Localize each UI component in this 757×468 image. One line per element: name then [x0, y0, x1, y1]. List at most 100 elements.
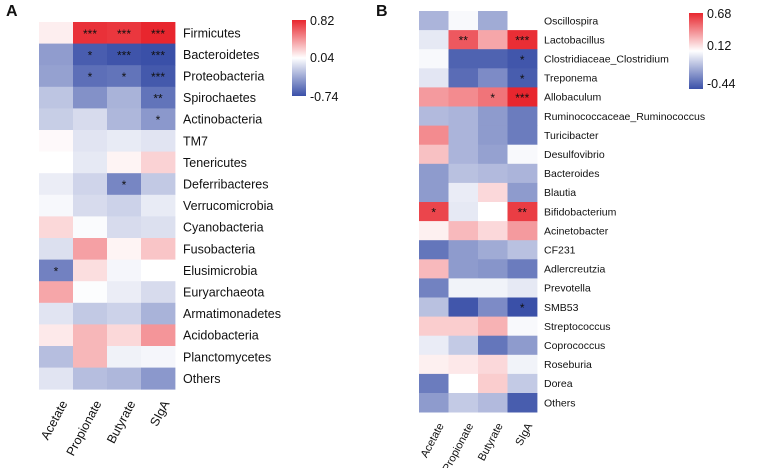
significance-marker: *: [54, 264, 59, 278]
heatmap-cell: [507, 221, 538, 241]
row-label: Bacteroidetes: [183, 48, 259, 62]
heatmap-cell: [448, 68, 479, 88]
row-label: Fusobacteria: [183, 242, 255, 256]
row-label: Acinetobacter: [544, 225, 609, 237]
row-label: Others: [183, 372, 221, 386]
heatmap-cell: [39, 324, 74, 347]
significance-marker: **: [153, 92, 163, 106]
heatmap-cell: [107, 324, 142, 347]
heatmap-cell: [107, 194, 142, 217]
row-label: CF231: [544, 245, 576, 257]
heatmap-cell: [141, 346, 176, 368]
heatmap-cell: [478, 316, 508, 337]
heatmap-cell: [507, 259, 538, 279]
heatmap-cell: [73, 130, 108, 152]
heatmap-cell: [507, 30, 538, 50]
heatmap-cell: [73, 281, 108, 304]
row-label: Bifidobacterium: [544, 206, 617, 218]
heatmap-cell: [507, 144, 538, 165]
row-labels: Firmicutes Bacteroidetes Proteobacteria Spi…: [183, 26, 281, 386]
heatmap-cell: [39, 216, 74, 239]
heatmap-cell: [73, 86, 108, 109]
heatmap-cell: [507, 49, 538, 69]
significance-marker: ***: [117, 48, 131, 62]
heatmap-cell: [107, 173, 142, 196]
heatmap-cell: [448, 335, 479, 356]
heatmap-cell: [39, 302, 74, 325]
heatmap-cell: [448, 259, 479, 279]
heatmap-cell: [507, 373, 538, 394]
heatmap-cell: [419, 163, 449, 184]
heatmap-cell: [73, 324, 108, 347]
column-label: SIgA: [147, 398, 172, 429]
heatmap-cell: [107, 86, 142, 109]
heatmap-cell: [419, 316, 449, 337]
heatmap-cell: [419, 30, 449, 50]
heatmap-cell: [507, 354, 538, 375]
row-label: Cyanobacteria: [183, 221, 264, 235]
heatmap-cell: [448, 373, 479, 394]
significance-marker: *: [490, 91, 495, 105]
heatmap-cell: [478, 278, 508, 298]
heatmap-cell: [39, 173, 74, 196]
heatmap-cell: [448, 106, 479, 126]
row-label: Desulfovibrio: [544, 149, 605, 161]
significance-marker: **: [459, 34, 469, 48]
heatmap-cell: [141, 22, 176, 44]
heatmap-cell: [73, 216, 108, 239]
color-scale-bar: [689, 13, 703, 89]
heatmap-cell: [141, 173, 176, 196]
row-label: Actinobacteria: [183, 113, 262, 127]
column-label: Butyrate: [104, 398, 138, 446]
heatmap-cell: [507, 278, 538, 298]
heatmap-cell: [507, 316, 538, 337]
heatmap-cell: [478, 106, 508, 126]
scale-min-label: -0.44: [707, 77, 736, 91]
row-label: Spirochaetes: [183, 91, 256, 105]
heatmap-cell: [73, 65, 108, 88]
heatmap-cell: [73, 346, 108, 368]
heatmap-cell: [141, 130, 176, 152]
heatmap-cell: [448, 30, 479, 50]
heatmap-cell: [448, 163, 479, 184]
heatmap-cell: [107, 216, 142, 239]
scale-min-label: -0.74: [310, 90, 339, 104]
heatmap-cell: [141, 65, 176, 88]
heatmap-cell: [39, 43, 74, 66]
heatmap-cell: [478, 393, 508, 413]
heatmap-cell: [478, 87, 508, 107]
significance-marker: *: [520, 301, 525, 315]
heatmap-cell: [39, 151, 74, 174]
heatmap-cell: [419, 240, 449, 260]
heatmap-cell: [507, 335, 538, 356]
row-label: Roseburia: [544, 359, 592, 371]
row-label: Bacteroides: [544, 168, 599, 180]
heatmap-cell: [39, 22, 74, 44]
column-label: Butyrate: [476, 421, 506, 463]
heatmap-cell: [507, 11, 538, 31]
significance-marker: ***: [151, 48, 165, 62]
heatmap-cells: *** *** **** *** **** * ********: [39, 22, 176, 390]
heatmap-cell: [141, 302, 176, 325]
heatmap-cell: [73, 22, 108, 44]
heatmap-cell: [107, 346, 142, 368]
significance-marker: ***: [151, 27, 165, 41]
heatmap-cell: [507, 182, 538, 203]
heatmap-cell: [478, 49, 508, 69]
heatmap-cell: [478, 297, 508, 317]
panel-a: A *** *** **** *** **** * ******** FirmicutesB…: [6, 3, 339, 458]
heatmap-cell: [478, 335, 508, 356]
significance-marker: *: [520, 53, 525, 67]
heatmap-cell: [107, 259, 142, 282]
heatmap-cell: [507, 87, 538, 107]
heatmap-cell: [448, 393, 479, 413]
heatmap-cell: [419, 259, 449, 279]
significance-marker: *: [156, 113, 161, 127]
panel-label: B: [376, 3, 388, 20]
significance-marker: ***: [151, 70, 165, 84]
heatmap-cell: [39, 238, 74, 260]
heatmap-cell: [419, 182, 449, 203]
